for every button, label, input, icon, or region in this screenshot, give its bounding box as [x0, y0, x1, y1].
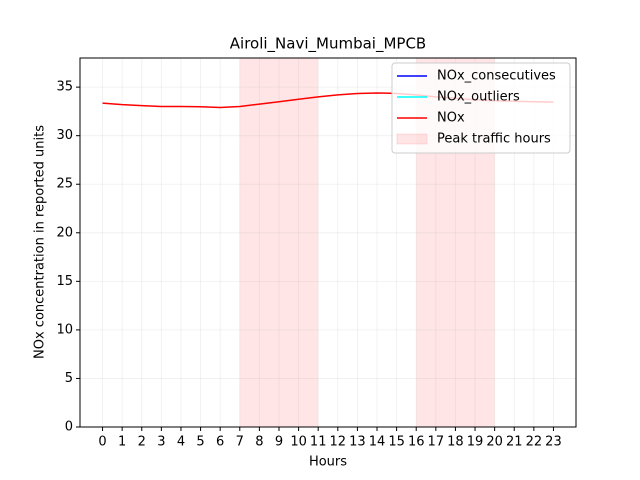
peak-span: [239, 58, 319, 427]
x-tick-label: 7: [236, 435, 244, 450]
x-tick-label: 15: [388, 435, 405, 450]
x-tick-label: 13: [349, 435, 366, 450]
legend-label: NOx: [437, 111, 465, 126]
axes-frame: [79, 57, 577, 428]
legend-box: [391, 62, 571, 154]
y-tick-label: 25: [56, 177, 73, 192]
x-tick-label: 14: [369, 435, 386, 450]
x-tick-label: 9: [275, 435, 283, 450]
y-axis-label: NOx concentration in reported units: [33, 125, 48, 359]
y-tick-label: 10: [56, 322, 73, 337]
x-tick-label: 6: [216, 435, 224, 450]
x-tick-label: 4: [177, 435, 185, 450]
y-tick-label: 15: [56, 274, 73, 289]
x-tick-label: 3: [157, 435, 165, 450]
x-tick-label: 10: [290, 435, 307, 450]
x-tick-label: 18: [447, 435, 464, 450]
x-tick-label: 17: [428, 435, 445, 450]
y-tick-label: 30: [56, 128, 73, 143]
legend-swatch: [396, 133, 428, 145]
x-tick-label: 0: [98, 435, 106, 450]
chart-title: Airoli_Navi_Mumbai_MPCB: [230, 35, 426, 54]
legend-label: Peak traffic hours: [437, 132, 551, 147]
legend-label: NOx_outliers: [437, 90, 520, 105]
x-tick-label: 22: [526, 435, 543, 450]
y-tick-label: 5: [65, 371, 73, 386]
x-tick-label: 1: [118, 435, 126, 450]
x-tick-label: 11: [310, 435, 327, 450]
y-tick-label: 0: [65, 420, 73, 435]
y-tick-label: 20: [56, 225, 73, 240]
x-tick-label: 12: [330, 435, 347, 450]
y-tick-label: 35: [56, 80, 73, 95]
x-tick-label: 5: [196, 435, 204, 450]
x-tick-label: 8: [255, 435, 263, 450]
x-tick-label: 19: [467, 435, 484, 450]
x-tick-label: 21: [506, 435, 523, 450]
x-tick-label: 23: [545, 435, 562, 450]
x-tick-label: 16: [408, 435, 425, 450]
x-tick-label: 2: [138, 435, 146, 450]
legend-label: NOx_consecutives: [437, 69, 556, 84]
x-tick-label: 20: [486, 435, 503, 450]
x-axis-label: Hours: [309, 455, 347, 470]
